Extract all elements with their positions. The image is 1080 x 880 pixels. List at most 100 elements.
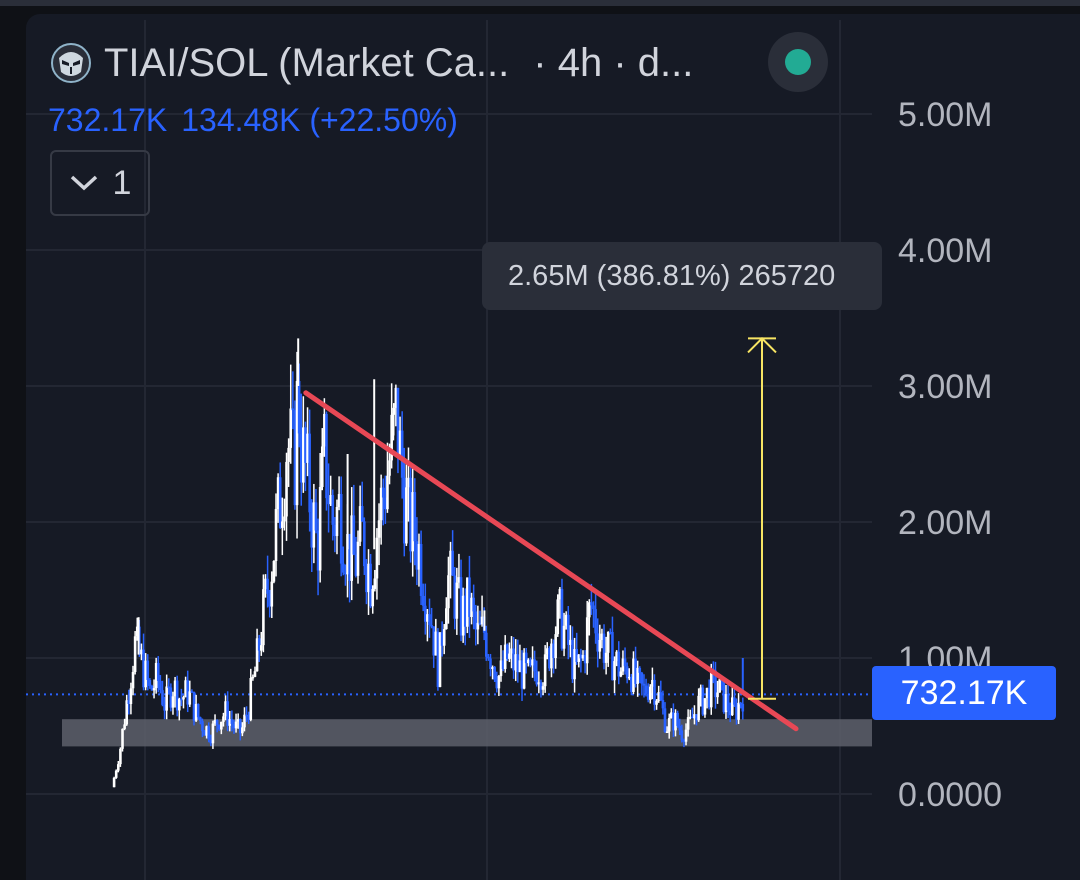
candle-body xyxy=(724,694,728,713)
candle-body xyxy=(552,643,555,659)
candle-body xyxy=(131,671,135,689)
candle-body xyxy=(291,408,295,411)
candle-body xyxy=(314,502,318,531)
candle-body xyxy=(461,595,465,636)
candle-body xyxy=(371,588,375,607)
candle-body xyxy=(175,680,179,711)
candle-body xyxy=(373,578,377,589)
candle-body xyxy=(384,497,387,510)
y-tick-label: 0.0000 xyxy=(898,776,1002,814)
candle-body xyxy=(184,680,187,698)
candles xyxy=(112,338,745,788)
candle-body xyxy=(491,667,494,670)
candle-body xyxy=(417,543,421,570)
candle-body xyxy=(241,727,244,734)
candle-body xyxy=(180,698,183,701)
candle-body xyxy=(117,764,120,771)
candle-body xyxy=(495,679,499,689)
candle-body xyxy=(440,632,444,646)
candle-body xyxy=(154,662,158,689)
candle-body xyxy=(579,654,583,659)
candle-body xyxy=(264,578,267,590)
candle-body xyxy=(396,387,400,455)
candle-body xyxy=(289,408,293,448)
candle-body xyxy=(375,537,379,579)
market-status-indicator[interactable] xyxy=(768,32,828,92)
candle-body xyxy=(508,653,511,659)
candle-body xyxy=(602,633,606,663)
candle-body xyxy=(190,691,194,693)
candle-body xyxy=(497,676,501,689)
candle-body xyxy=(228,719,232,726)
y-tick-label: 3.00M xyxy=(898,368,993,406)
candle-body xyxy=(360,506,364,522)
candle-body xyxy=(560,589,564,649)
measure-tool[interactable] xyxy=(747,336,777,700)
indicators-collapse-button[interactable]: 1 xyxy=(50,150,150,216)
candle-body xyxy=(213,720,217,724)
trendline[interactable] xyxy=(303,390,799,732)
candle-body xyxy=(484,632,488,657)
candle-body xyxy=(684,729,688,742)
candle-body xyxy=(459,577,463,636)
candle-body xyxy=(512,648,515,671)
candle-body xyxy=(392,407,396,415)
candle-body xyxy=(173,680,177,697)
candle-body xyxy=(510,648,513,654)
candle-body xyxy=(400,430,404,478)
candle-body xyxy=(226,701,229,726)
candle-body xyxy=(354,554,358,576)
candle-body xyxy=(224,701,227,717)
candle-body xyxy=(606,631,610,653)
candle-body xyxy=(688,716,692,719)
candle-body xyxy=(621,658,625,672)
candle-body xyxy=(251,676,255,679)
candle-body xyxy=(177,698,181,711)
candle-body xyxy=(630,676,633,692)
candle-body xyxy=(695,714,698,721)
symbol-header[interactable]: TIAI/SOL (Market Ca... · 4h · d... xyxy=(50,38,703,88)
candle-body xyxy=(613,661,616,681)
candle-body xyxy=(503,644,507,669)
candle-body xyxy=(236,719,240,722)
candle-body xyxy=(356,541,360,576)
candle-body xyxy=(680,730,684,741)
candle-body xyxy=(295,381,299,506)
measure-tooltip-text: 2.65M (386.81%) 265720 xyxy=(508,259,836,292)
candle-body xyxy=(421,595,425,606)
candle-body xyxy=(636,667,639,684)
candle-body xyxy=(707,687,711,708)
candle-body xyxy=(577,654,581,662)
candle-body xyxy=(659,692,663,701)
candle-body xyxy=(634,658,637,684)
candle-body xyxy=(737,702,740,720)
candle-body xyxy=(415,541,419,570)
candle-body xyxy=(518,660,522,673)
candle-body xyxy=(379,487,383,521)
candle-body xyxy=(728,710,732,716)
candle-body xyxy=(262,589,265,646)
y-tick-label: 5.00M xyxy=(898,96,993,134)
candle-body xyxy=(489,658,492,670)
candle-body xyxy=(451,550,454,576)
candle-body xyxy=(367,563,370,593)
candle-body xyxy=(312,502,316,548)
candle-body xyxy=(413,492,417,542)
candle-body xyxy=(423,605,427,622)
candle-body xyxy=(217,725,221,730)
status-dot-icon xyxy=(785,49,811,75)
alien-mask-icon xyxy=(51,43,91,83)
candle-body xyxy=(388,460,391,476)
candle-body xyxy=(455,582,459,619)
support-zone[interactable] xyxy=(62,719,872,747)
candle-body xyxy=(472,597,475,612)
symbol-title: TIAI/SOL (Market Ca... xyxy=(104,40,510,85)
candle-body xyxy=(253,671,257,677)
candle-body xyxy=(453,575,457,619)
candle-body xyxy=(558,589,562,600)
interval-label: · 4h · d... xyxy=(533,40,694,85)
candle-body xyxy=(211,723,215,744)
candle-body xyxy=(548,648,551,669)
candle-body xyxy=(697,695,700,721)
